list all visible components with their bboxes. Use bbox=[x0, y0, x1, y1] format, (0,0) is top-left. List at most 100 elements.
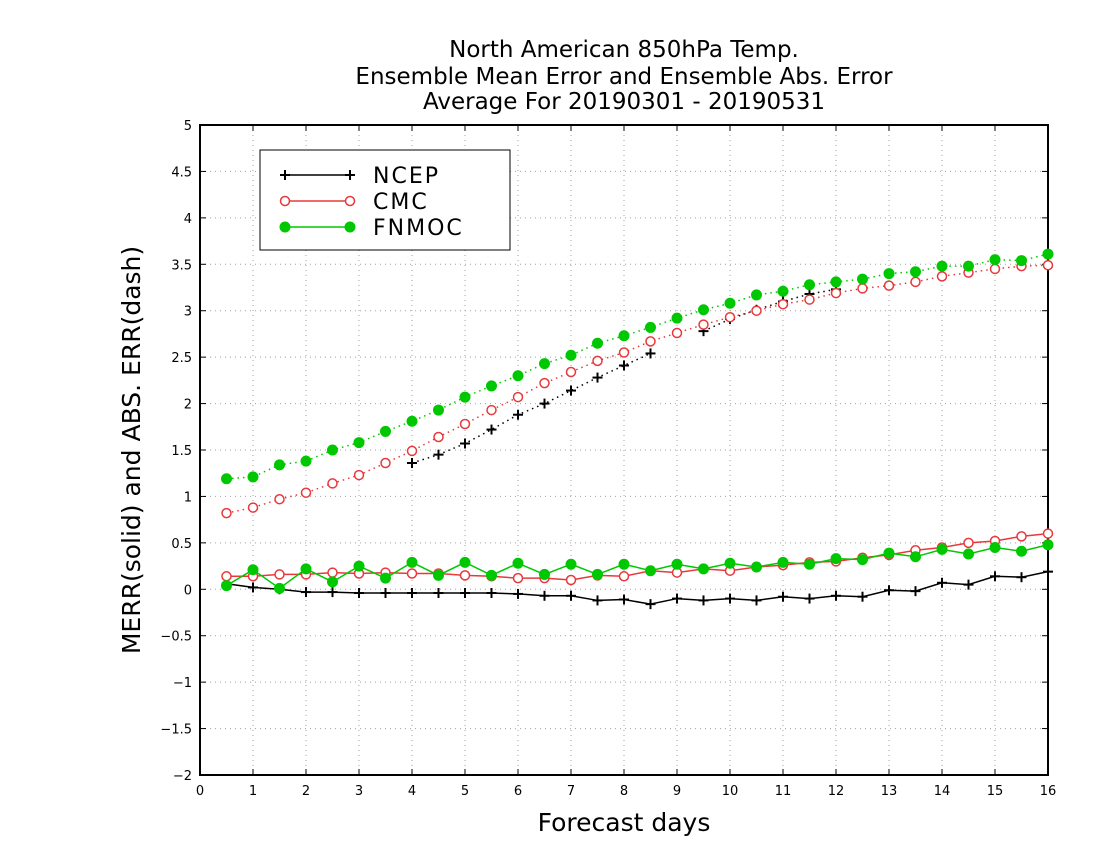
y-tick-label: 4.5 bbox=[171, 165, 192, 180]
y-tick-label: 3 bbox=[184, 305, 192, 320]
ncep-abs-error-point bbox=[539, 398, 550, 409]
ncep-abs-error-point bbox=[592, 372, 603, 383]
fnmoc-mean-error-point bbox=[512, 557, 524, 569]
fnmoc-abs-error-point bbox=[221, 473, 232, 485]
fnmoc-abs-error-point bbox=[300, 455, 312, 467]
chart-title-line-3: Average For 20190301 - 20190531 bbox=[422, 89, 826, 115]
cmc-abs-error-point bbox=[1042, 259, 1054, 271]
cmc-abs-error-point bbox=[698, 319, 709, 330]
ncep-abs-error-point bbox=[513, 409, 523, 420]
fnmoc-mean-error-point bbox=[963, 548, 974, 560]
ncep-mean-error-point bbox=[831, 590, 841, 601]
x-tick-label: 14 bbox=[934, 784, 951, 799]
x-tick-label: 8 bbox=[620, 784, 628, 799]
ncep-mean-error-point bbox=[857, 591, 868, 602]
y-axis-label: MERR(solid) and ABS. ERR(dash) bbox=[117, 245, 146, 655]
cmc-abs-error-point bbox=[751, 305, 762, 316]
fnmoc-mean-error-point bbox=[936, 543, 948, 555]
ncep-mean-error-point bbox=[698, 595, 709, 606]
ncep-mean-error-point bbox=[1043, 566, 1053, 577]
cmc-abs-error-point bbox=[353, 469, 365, 481]
fnmoc-mean-error-point bbox=[1016, 545, 1027, 557]
fnmoc-abs-error-line bbox=[226, 253, 1049, 480]
cmc-mean-error-point bbox=[1042, 528, 1054, 539]
ncep-mean-error-point bbox=[248, 582, 258, 593]
legend-marker-ncep bbox=[280, 170, 290, 180]
fnmoc-mean-error-point bbox=[433, 569, 444, 581]
y-tick-label: −0.5 bbox=[160, 630, 192, 645]
fnmoc-abs-error-point bbox=[671, 312, 683, 324]
fnmoc-abs-error-point bbox=[433, 404, 444, 416]
fnmoc-mean-error-point bbox=[459, 556, 471, 568]
cmc-mean-error-line bbox=[226, 532, 1049, 581]
ncep-mean-error-line bbox=[226, 570, 1049, 605]
ncep-mean-error-point bbox=[460, 588, 470, 598]
ncep-abs-error-point bbox=[486, 424, 497, 435]
ncep-mean-error-point bbox=[1016, 572, 1027, 583]
fnmoc-abs-error-point bbox=[751, 289, 762, 301]
fnmoc-abs-error-point bbox=[989, 254, 1001, 266]
cmc-abs-error-point bbox=[327, 478, 338, 489]
fnmoc-mean-error-point bbox=[565, 558, 577, 570]
fnmoc-abs-error-point bbox=[777, 285, 789, 297]
fnmoc-abs-error-point bbox=[910, 266, 921, 278]
cmc-abs-error-point bbox=[857, 283, 868, 294]
x-tick-label: 10 bbox=[722, 784, 739, 799]
fnmoc-mean-error-point bbox=[247, 564, 259, 576]
fnmoc-abs-error-point bbox=[512, 370, 524, 382]
cmc-abs-error-point bbox=[486, 404, 497, 416]
cmc-mean-error-point bbox=[618, 571, 630, 582]
x-tick-label: 2 bbox=[302, 784, 310, 799]
cmc-abs-error-point bbox=[645, 336, 656, 347]
x-tick-label: 0 bbox=[196, 784, 204, 799]
cmc-abs-error-point bbox=[724, 311, 736, 323]
cmc-mean-error-point bbox=[327, 567, 338, 578]
ncep-abs-error-line bbox=[703, 288, 837, 332]
cmc-abs-error-point bbox=[539, 377, 550, 389]
fnmoc-abs-error-point bbox=[1016, 255, 1027, 267]
ncep-mean-error-point bbox=[778, 591, 788, 602]
fnmoc-abs-error-point bbox=[724, 297, 736, 309]
legend-marker-cmc bbox=[279, 195, 291, 207]
fnmoc-abs-error-point bbox=[380, 425, 391, 437]
ncep-mean-error-point bbox=[592, 595, 603, 606]
cmc-abs-error-point bbox=[777, 298, 789, 310]
chart-title-line-1: North American 850hPa Temp. bbox=[449, 37, 799, 63]
ncep-mean-error-point bbox=[566, 590, 576, 601]
x-tick-label: 6 bbox=[514, 784, 522, 799]
fnmoc-abs-error-point bbox=[645, 321, 656, 333]
y-tick-label: 1.5 bbox=[171, 444, 192, 459]
ncep-mean-error-point bbox=[804, 593, 815, 604]
fnmoc-mean-error-point bbox=[724, 557, 736, 569]
legend-marker-fnmoc bbox=[344, 221, 356, 233]
fnmoc-abs-error-point bbox=[857, 273, 868, 285]
ncep-mean-error-point bbox=[725, 593, 735, 604]
fnmoc-mean-error-point bbox=[300, 563, 312, 575]
fnmoc-abs-error-point bbox=[698, 304, 709, 316]
fnmoc-mean-error-point bbox=[830, 553, 842, 565]
cmc-abs-error-point bbox=[406, 445, 418, 457]
cmc-abs-error-line bbox=[226, 264, 1049, 514]
fnmoc-mean-error-point bbox=[989, 542, 1001, 553]
fnmoc-abs-error-point bbox=[486, 380, 497, 392]
ncep-abs-error-point bbox=[619, 360, 629, 371]
y-tick-label: 5 bbox=[184, 119, 192, 134]
y-tick-label: −1 bbox=[173, 676, 192, 691]
fnmoc-abs-error-point bbox=[274, 459, 285, 471]
cmc-mean-error-point bbox=[963, 537, 974, 549]
fnmoc-abs-error-point bbox=[459, 391, 471, 403]
ncep-abs-error-point bbox=[433, 449, 444, 460]
x-axis-label: Forecast days bbox=[537, 808, 711, 837]
x-tick-label: 12 bbox=[828, 784, 845, 799]
ncep-mean-error-point bbox=[354, 588, 364, 598]
fnmoc-mean-error-point bbox=[539, 568, 550, 580]
cmc-abs-error-point bbox=[936, 271, 948, 282]
fnmoc-mean-error-point bbox=[671, 558, 683, 570]
fnmoc-mean-error-point bbox=[327, 576, 338, 588]
fnmoc-abs-error-point bbox=[565, 349, 577, 361]
cmc-mean-error-point bbox=[221, 571, 232, 582]
y-tick-label: 0 bbox=[184, 583, 192, 598]
x-tick-label: 7 bbox=[567, 784, 575, 799]
legend-marker-ncep bbox=[345, 170, 355, 180]
